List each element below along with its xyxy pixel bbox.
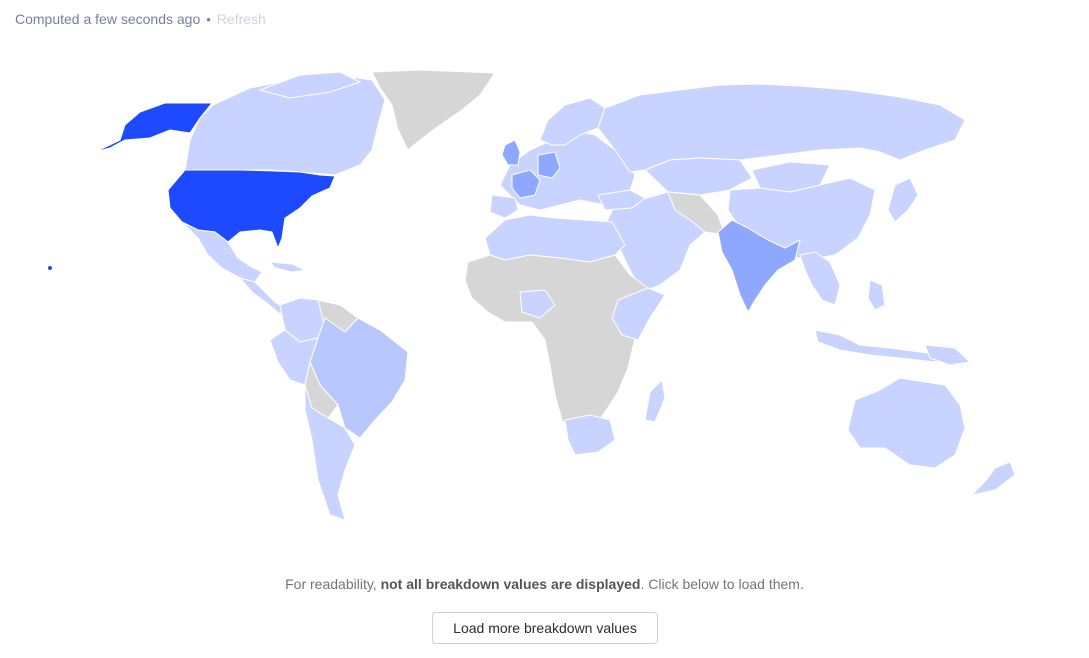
country-east-africa[interactable]: [611, 287, 666, 341]
country-papua-new-guinea[interactable]: [924, 344, 971, 366]
country-southeast-asia[interactable]: [799, 251, 841, 306]
country-caribbean[interactable]: [269, 261, 306, 273]
country-nigeria[interactable]: [519, 289, 556, 319]
country-central-africa[interactable]: [464, 254, 661, 439]
country-australia[interactable]: [847, 377, 966, 469]
country-south-africa[interactable]: [564, 414, 616, 456]
country-france[interactable]: [511, 169, 541, 199]
country-argentina[interactable]: [304, 384, 356, 521]
notice-prefix: For readability,: [285, 576, 377, 592]
country-japan[interactable]: [887, 177, 919, 223]
notice-bold: not all breakdown values are displayed: [380, 576, 641, 592]
country-russia[interactable]: [597, 83, 966, 173]
country-new-zealand[interactable]: [971, 461, 1016, 496]
country-central-america[interactable]: [239, 277, 286, 315]
country-turkey[interactable]: [597, 189, 646, 211]
status-line: Computed a few seconds ago • Refresh: [15, 11, 266, 27]
load-more-breakdown-button[interactable]: Load more breakdown values: [432, 612, 658, 644]
country-greenland[interactable]: [371, 69, 496, 151]
notice-suffix: . Click below to load them.: [640, 576, 804, 592]
country-iran[interactable]: [667, 191, 726, 236]
separator-dot: •: [206, 11, 211, 27]
country-philippines[interactable]: [867, 279, 886, 311]
world-map: [0, 55, 1089, 535]
computed-timestamp: Computed a few seconds ago: [15, 11, 201, 27]
world-map-svg: [47, 69, 1016, 521]
country-iberia[interactable]: [489, 194, 519, 219]
country-hawaii[interactable]: [47, 265, 53, 271]
readability-notice: For readability, not all breakdown value…: [0, 576, 1089, 592]
country-madagascar[interactable]: [644, 379, 666, 423]
country-mexico[interactable]: [181, 221, 263, 283]
country-united-states[interactable]: [167, 169, 336, 249]
country-north-africa[interactable]: [484, 214, 626, 263]
country-canada-islands[interactable]: [259, 71, 361, 99]
country-india[interactable]: [717, 219, 801, 313]
country-alaska[interactable]: [94, 102, 213, 153]
country-united-kingdom[interactable]: [501, 139, 521, 166]
country-germany[interactable]: [537, 151, 561, 179]
refresh-link[interactable]: Refresh: [216, 11, 266, 27]
